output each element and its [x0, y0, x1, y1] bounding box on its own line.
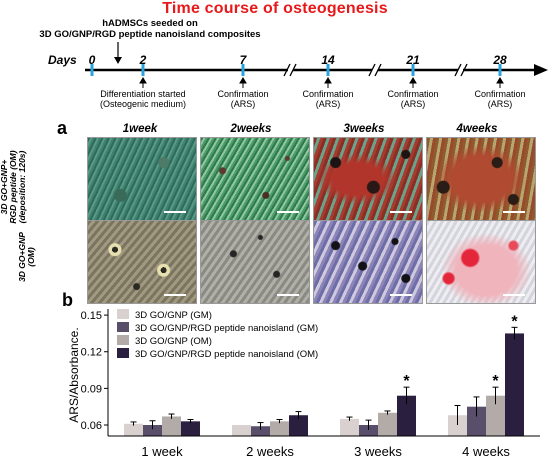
significance-star: * — [403, 373, 410, 390]
annotation-day-14: Confirmation (ARS) — [302, 89, 354, 109]
day-label-0: 0 — [88, 53, 96, 67]
y-tick-label: 0.15 — [81, 310, 102, 322]
bar — [162, 416, 181, 436]
column-label-4weeks: 4weeks — [456, 123, 498, 135]
y-tick-label: 0.09 — [81, 383, 102, 395]
x-tick-label: 3 weeks — [354, 444, 402, 459]
micrograph-go-gnp-1week — [87, 220, 197, 304]
confirmation-arrows — [139, 77, 504, 88]
x-tick-label: 2 weeks — [246, 444, 294, 459]
bar — [467, 406, 486, 436]
figure-title: Time course of osteogenesis — [162, 0, 388, 17]
y-tick-label: 0.12 — [81, 347, 102, 359]
scale-bar — [164, 211, 186, 213]
bar — [232, 425, 251, 436]
legend-label: 3D GO/GNP/RGD peptide nanoisland (OM) — [135, 349, 318, 360]
chart-bars: * * * — [124, 313, 524, 436]
day-ticks — [90, 64, 502, 76]
legend-swatch — [117, 309, 129, 319]
column-label-3weeks: 3weeks — [343, 123, 385, 135]
scale-bar — [277, 294, 299, 296]
legend-label: 3D GO/GNP/RGD peptide nanoisland (GM) — [135, 323, 318, 334]
bar — [486, 395, 505, 436]
bar — [251, 426, 270, 436]
bar — [270, 421, 289, 436]
bar — [124, 423, 143, 436]
bar — [359, 425, 378, 436]
day-label-28: 28 — [493, 53, 507, 67]
legend-swatch — [117, 348, 129, 358]
micrograph-rgd-1week — [87, 137, 197, 221]
bar — [505, 333, 524, 436]
significance-star: * — [511, 313, 518, 330]
scale-bar — [390, 211, 412, 213]
scale-bar — [503, 294, 525, 296]
timeline-svg — [85, 42, 548, 88]
axis-breaks — [283, 63, 468, 77]
scale-bar — [164, 294, 186, 296]
panel-a-label: a — [57, 118, 68, 138]
panel-b-label: b — [62, 290, 73, 310]
day-label-14: 14 — [321, 53, 335, 67]
annotation-day-21: Confirmation (ARS) — [387, 89, 439, 109]
significance-star: * — [492, 373, 499, 390]
bar — [143, 425, 162, 436]
annotation-day-2: Differentiation started (Osteogenic medi… — [99, 89, 187, 109]
micrograph-rgd-2weeks — [200, 137, 310, 221]
days-label: Days — [48, 53, 77, 67]
day-label-7: 7 — [239, 53, 247, 67]
annotation-day-28: Confirmation (ARS) — [474, 89, 526, 109]
micrograph-go-gnp-4weeks — [426, 220, 536, 304]
micrograph-go-gnp-2weeks — [200, 220, 310, 304]
y-tick-label: 0.06 — [81, 420, 102, 432]
column-label-2weeks: 2weeks — [230, 123, 272, 135]
micrograph-rgd-4weeks — [426, 137, 536, 221]
day-label-21: 21 — [406, 53, 420, 67]
bar — [340, 418, 359, 436]
legend-swatch — [117, 335, 129, 345]
legend-swatch — [117, 322, 129, 332]
chart-axes: 0.06 0.09 0.12 0.15 1 week 2 weeks 3 weeks 4 we… — [81, 309, 540, 459]
day-label-2: 2 — [139, 53, 147, 67]
bar — [289, 415, 308, 436]
bar — [181, 421, 200, 436]
bar — [397, 395, 416, 436]
chart-legend: 3D GO/GNP (GM) 3D GO/GNP/RGD peptide nano… — [117, 309, 318, 360]
column-label-1week: 1week — [122, 123, 158, 135]
scale-bar — [277, 211, 299, 213]
x-tick-label: 1 week — [141, 444, 183, 459]
seed-label: hADMSCs seeded on 3D GO/GNP/RGD peptide … — [39, 18, 261, 40]
x-tick-label: 4 weeks — [462, 444, 510, 459]
annotation-day-7: Confirmation (ARS) — [217, 89, 269, 109]
scale-bar — [390, 294, 412, 296]
bar — [448, 415, 467, 436]
timeline-arrowhead — [534, 64, 548, 76]
legend-label: 3D GO/GNP (OM) — [135, 336, 212, 347]
seed-arrowhead — [114, 57, 122, 64]
scale-bar — [503, 211, 525, 213]
legend-label: 3D GO/GNP (GM) — [135, 310, 212, 321]
bar — [378, 412, 397, 436]
micrograph-go-gnp-3weeks — [313, 220, 423, 304]
